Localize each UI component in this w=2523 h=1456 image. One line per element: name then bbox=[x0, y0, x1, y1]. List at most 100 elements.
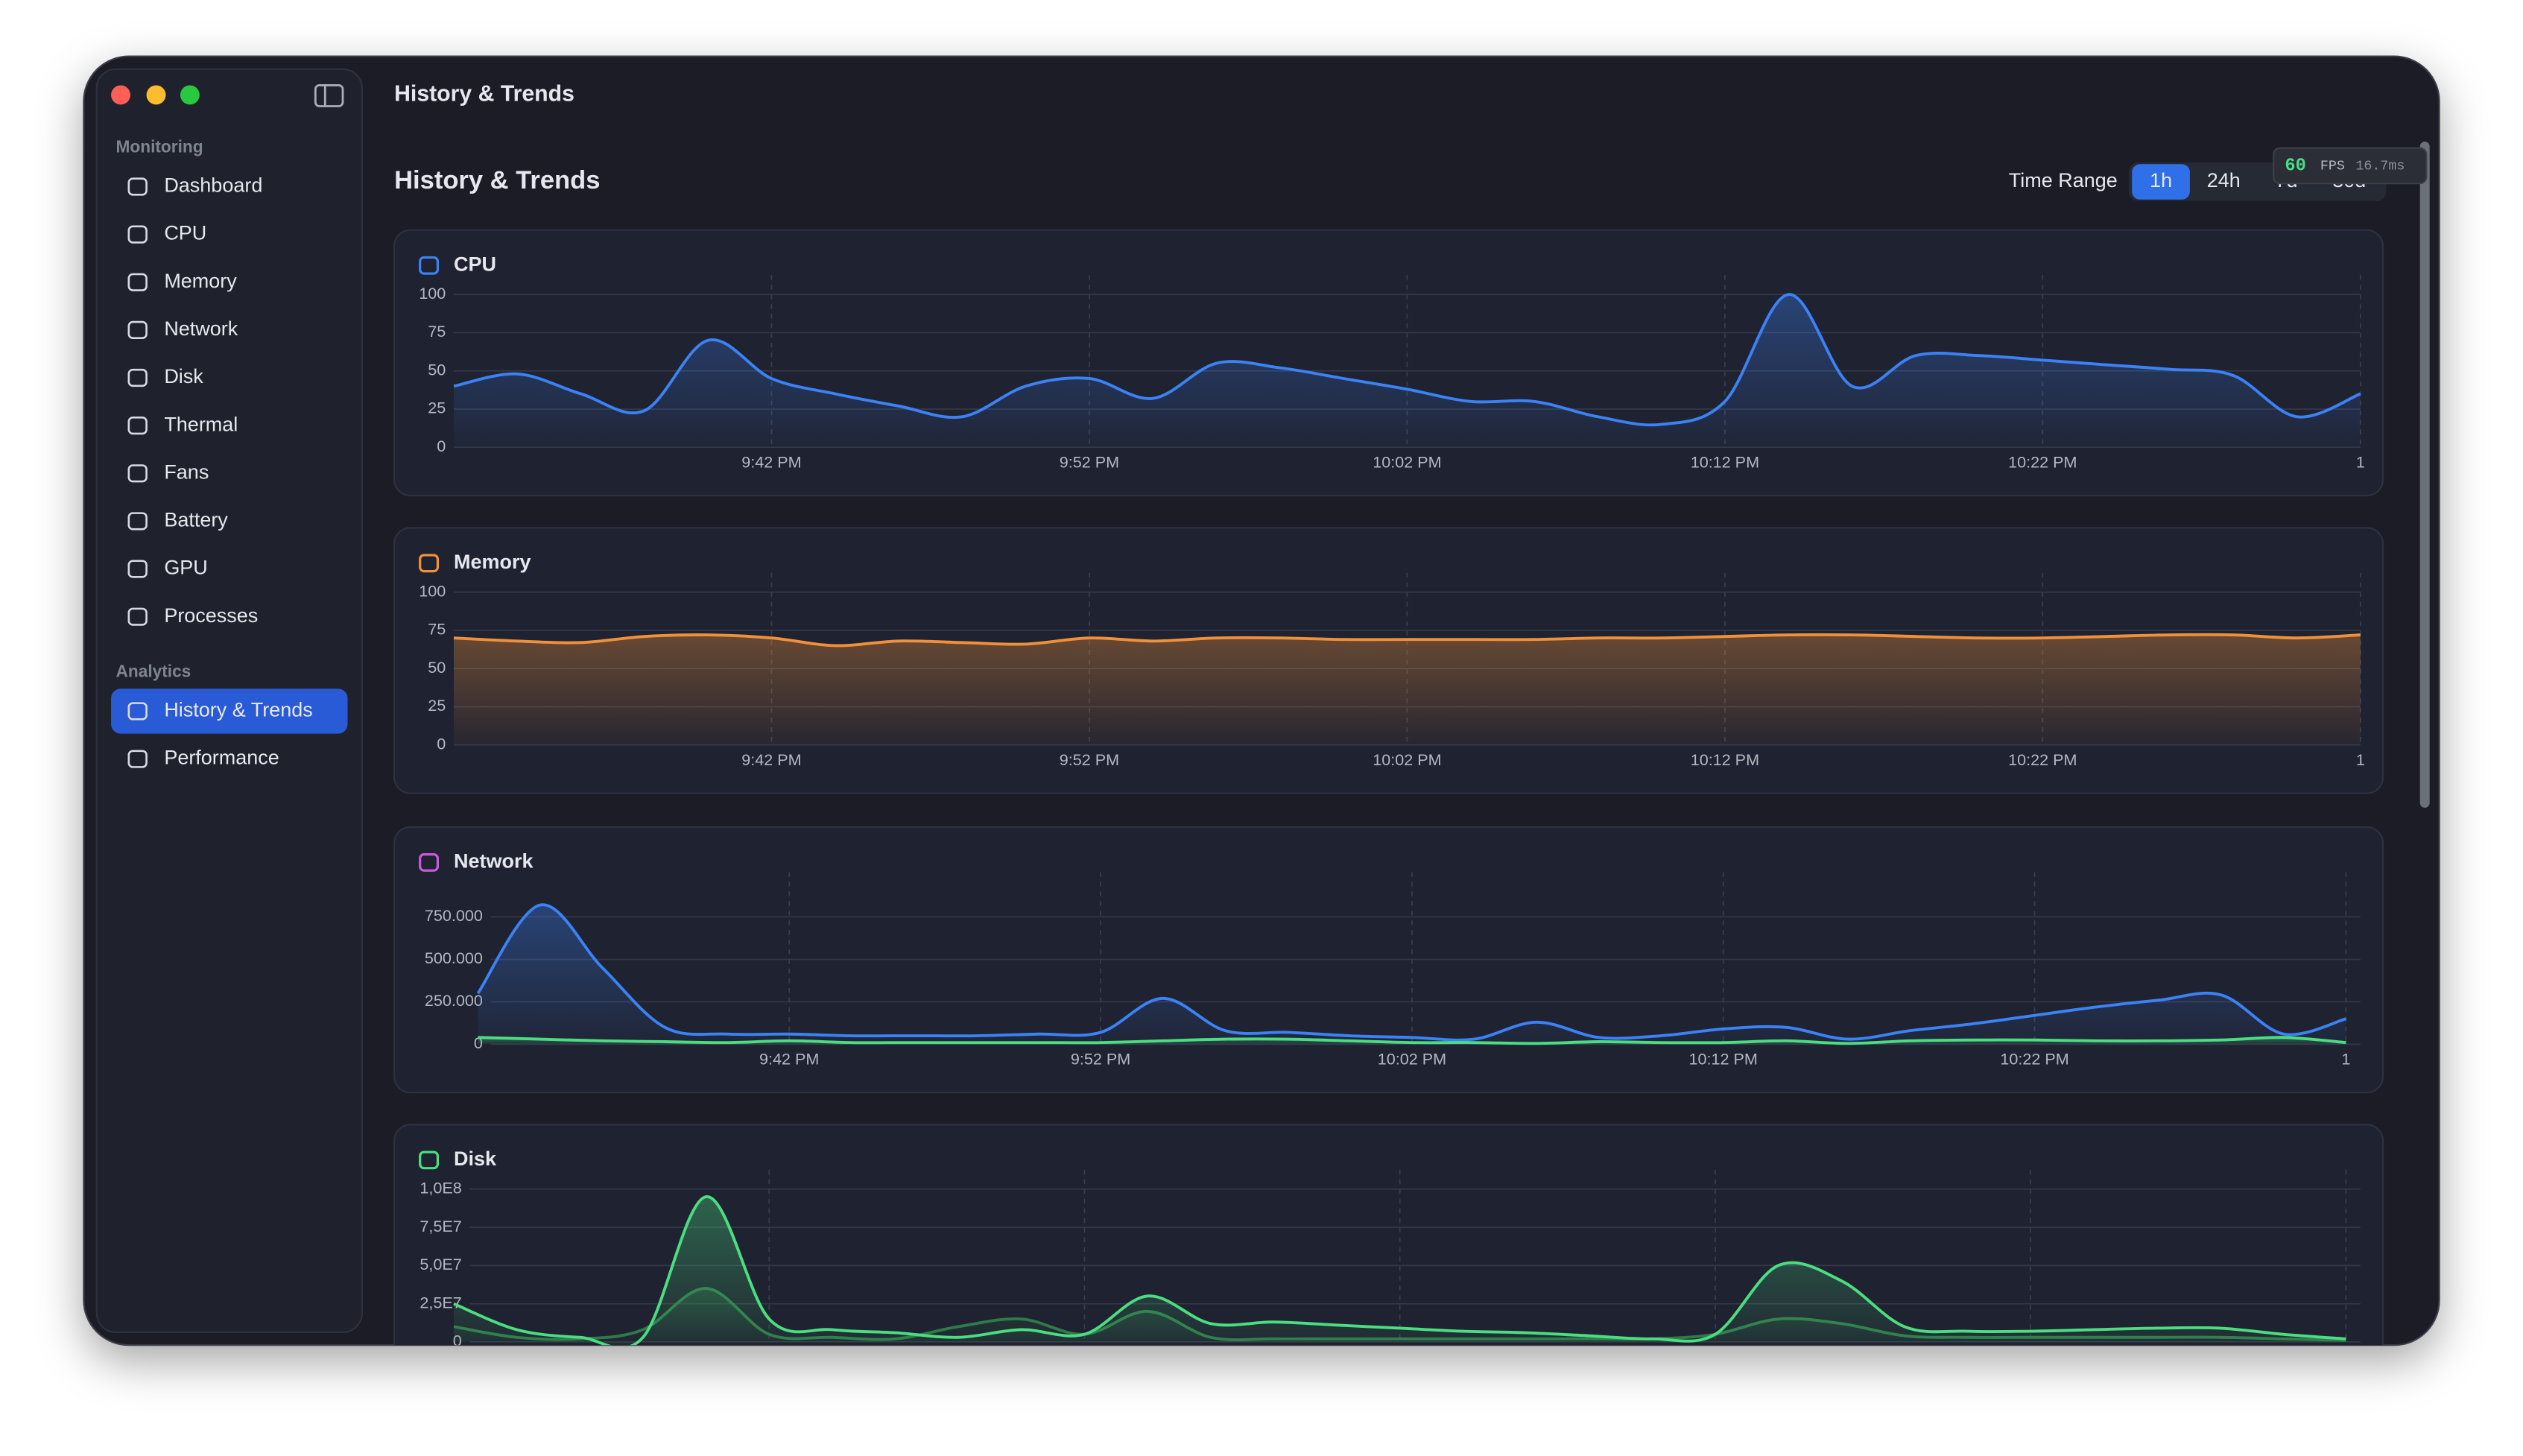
sidebar-item[interactable]: History & Trends bbox=[111, 689, 348, 734]
x-tick-label: 10:12 PM bbox=[1691, 750, 1759, 769]
x-tick-label: 9:42 PM bbox=[739, 1347, 799, 1366]
x-tick-label: 10:02 PM bbox=[1373, 453, 1441, 472]
sidebar-item-label: Memory bbox=[164, 270, 237, 292]
y-tick-label: 500.000 bbox=[425, 949, 483, 967]
sidebar-icon bbox=[127, 368, 148, 387]
y-tick-label: 50 bbox=[428, 658, 446, 677]
sidebar-item[interactable]: Battery bbox=[127, 509, 228, 531]
sidebar-item-label: Battery bbox=[164, 509, 228, 531]
y-tick-label: 100 bbox=[419, 284, 446, 303]
x-tick-label: 10:12 PM bbox=[1689, 1050, 1758, 1069]
frame-time: 16.7ms bbox=[2355, 158, 2405, 174]
chart-title: Disk bbox=[454, 1148, 497, 1170]
x-tick-label: 10:02 PM bbox=[1378, 1050, 1446, 1069]
sidebar-item[interactable]: Memory bbox=[127, 270, 237, 292]
sidebar-item[interactable]: Processes bbox=[127, 604, 258, 627]
sidebar-section-title: Monitoring bbox=[116, 137, 203, 156]
minimize-button[interactable] bbox=[146, 85, 166, 105]
y-tick-label: 1,0E8 bbox=[420, 1178, 461, 1197]
sidebar-item-label: Processes bbox=[164, 604, 258, 627]
sidebar-item[interactable]: Network bbox=[127, 317, 238, 340]
x-tick-label: 1 bbox=[2341, 1050, 2350, 1069]
sidebar-icon bbox=[127, 417, 148, 435]
sidebar-item-label: Network bbox=[164, 317, 238, 340]
sidebar-item-label: History & Trends bbox=[164, 699, 312, 721]
sidebar-item-highlight bbox=[111, 689, 348, 734]
sidebar-section-title: Analytics bbox=[116, 662, 191, 681]
page-heading: History & Trends bbox=[394, 166, 600, 194]
sidebar-item[interactable]: Performance bbox=[127, 747, 279, 769]
sidebar-icon bbox=[127, 225, 148, 244]
chart-icon bbox=[419, 256, 440, 275]
x-tick-label: 10:22 PM bbox=[1996, 1347, 2065, 1366]
time-range-label: Time Range bbox=[2009, 169, 2118, 192]
chart-title: CPU bbox=[454, 253, 496, 275]
x-tick-label: 10:12 PM bbox=[1681, 1347, 1750, 1366]
sidebar-item[interactable]: Disk bbox=[127, 365, 203, 387]
sidebar-item[interactable]: CPU bbox=[127, 222, 206, 244]
sidebar-toggle[interactable] bbox=[314, 84, 344, 107]
sidebar-item-label: Thermal bbox=[164, 413, 238, 435]
sidebar-item-label: CPU bbox=[164, 222, 206, 244]
x-tick-label: 9:42 PM bbox=[741, 750, 801, 769]
time-range-selected bbox=[2132, 164, 2190, 200]
time-range-option[interactable]: 1h bbox=[2132, 164, 2190, 200]
series-area bbox=[478, 905, 2346, 1045]
y-tick-label: 75 bbox=[428, 620, 446, 639]
time-range-option-label: 24h bbox=[2207, 169, 2241, 192]
sidebar-item[interactable]: Dashboard bbox=[127, 174, 263, 197]
window-content: History & Trends History & Trends Time R… bbox=[95, 68, 2430, 1366]
chart-title: Memory bbox=[454, 551, 531, 573]
y-tick-label: 25 bbox=[428, 399, 446, 417]
x-tick-label: 1 bbox=[2341, 1347, 2350, 1366]
chart-card: Memory 0 25 50 75 100 9:42 PM 9:52 PM 10:02 PM 10… bbox=[393, 527, 2384, 794]
x-tick-label: 9:52 PM bbox=[1054, 1347, 1114, 1366]
sidebar-item-label: GPU bbox=[164, 557, 207, 579]
series-line bbox=[478, 1036, 2346, 1045]
x-tick-label: 9:52 PM bbox=[1060, 750, 1119, 769]
time-range-option[interactable]: 24h bbox=[2207, 169, 2241, 192]
chart-icon bbox=[419, 852, 440, 872]
x-tick-label: 10:12 PM bbox=[1691, 453, 1759, 472]
sidebar-icon bbox=[127, 512, 148, 531]
x-tick-label: 1 bbox=[2356, 453, 2365, 472]
sidebar-item-label: Fans bbox=[164, 460, 209, 483]
x-tick-label: 9:52 PM bbox=[1071, 1050, 1130, 1069]
sidebar-icon bbox=[127, 320, 148, 339]
series-line bbox=[453, 1195, 2346, 1346]
sidebar-item[interactable]: GPU bbox=[127, 557, 208, 579]
y-tick-label: 75 bbox=[428, 322, 446, 341]
sidebar-item-label: Performance bbox=[164, 747, 279, 769]
series-line bbox=[476, 903, 2346, 1042]
fps-overlay: 60 FPS 16.7ms bbox=[2273, 147, 2428, 185]
sidebar-icon bbox=[127, 464, 148, 483]
series-area bbox=[454, 294, 2361, 448]
y-tick-label: 0 bbox=[437, 734, 446, 753]
sidebar-item-label: Disk bbox=[164, 365, 203, 387]
x-tick-label: 10:22 PM bbox=[2000, 1050, 2068, 1069]
scrollbar[interactable] bbox=[2419, 142, 2430, 808]
sidebar-icon bbox=[127, 750, 148, 768]
x-tick-label: 10:02 PM bbox=[1366, 1347, 1434, 1366]
sidebar-icon bbox=[127, 273, 148, 291]
sidebar-icon bbox=[127, 702, 148, 721]
fps-label: FPS bbox=[2320, 158, 2345, 174]
y-tick-label: 7,5E7 bbox=[420, 1217, 461, 1235]
x-tick-label: 9:42 PM bbox=[741, 453, 801, 472]
y-tick-label: 250.000 bbox=[425, 991, 483, 1010]
y-tick-label: 25 bbox=[428, 696, 446, 715]
chart-card: CPU 0 25 50 75 100 9:42 PM 9:52 PM 10:02 PM 10:12… bbox=[393, 229, 2384, 497]
y-tick-label: 100 bbox=[419, 581, 446, 600]
charts: CPU 0 25 50 75 100 9:42 PM 9:52 PM 10:02 PM 10:12… bbox=[393, 229, 2384, 1366]
x-tick-label: 9:42 PM bbox=[759, 1050, 819, 1069]
chart-icon bbox=[419, 1150, 440, 1170]
sidebar-item[interactable]: Fans bbox=[127, 460, 209, 483]
zoom-button[interactable] bbox=[180, 85, 200, 105]
sidebar-icon bbox=[127, 560, 148, 578]
sidebar-icon bbox=[127, 177, 148, 196]
close-button[interactable] bbox=[111, 85, 130, 105]
sidebar-item[interactable]: Thermal bbox=[127, 413, 238, 435]
